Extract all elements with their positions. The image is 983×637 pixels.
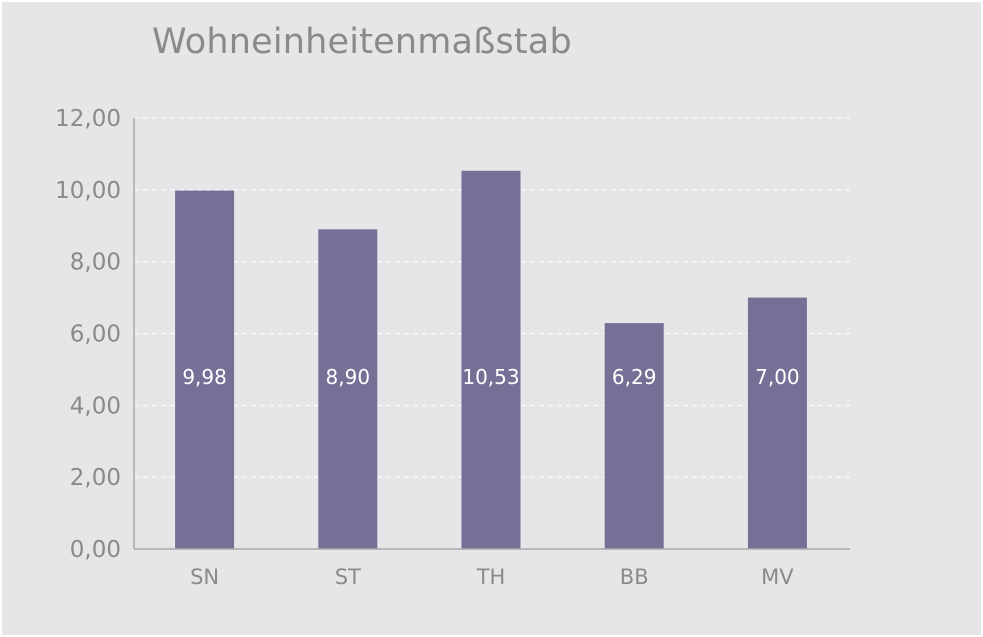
y-tick-label: 4,00 <box>70 393 121 419</box>
chart-title: Wohneinheitenmaßstab <box>152 22 572 62</box>
y-tick-labels: 0,00 2,00 4,00 6,00 8,00 10,00 12,00 <box>55 106 121 563</box>
y-tick-label: 12,00 <box>55 106 121 132</box>
bar-st <box>318 229 378 549</box>
y-tick-label: 6,00 <box>70 322 121 348</box>
axes <box>133 118 850 550</box>
y-tick-label: 10,00 <box>55 178 121 204</box>
data-label: 8,90 <box>326 365 371 389</box>
y-tick-label: 8,00 <box>70 250 121 276</box>
y-tick-label: 0,00 <box>70 537 121 563</box>
x-tick-label: BB <box>620 565 649 589</box>
value-labels: 9,98 8,90 10,53 6,29 7,00 <box>182 365 799 389</box>
x-tick-labels: SN ST TH BB MV <box>190 565 794 589</box>
x-tick-label: TH <box>476 565 506 589</box>
data-label: 6,29 <box>612 365 657 389</box>
gridlines <box>134 117 850 478</box>
data-label: 10,53 <box>462 365 519 389</box>
bar-th <box>461 170 521 550</box>
bar-bb <box>604 323 664 549</box>
bars <box>175 170 807 550</box>
bar-sn <box>175 190 235 549</box>
x-tick-label: SN <box>190 565 219 589</box>
y-tick-label: 2,00 <box>70 465 121 491</box>
data-label: 7,00 <box>755 365 800 389</box>
bar-mv <box>747 297 807 549</box>
x-tick-label: ST <box>335 565 361 589</box>
x-tick-label: MV <box>761 565 794 589</box>
data-label: 9,98 <box>182 365 227 389</box>
